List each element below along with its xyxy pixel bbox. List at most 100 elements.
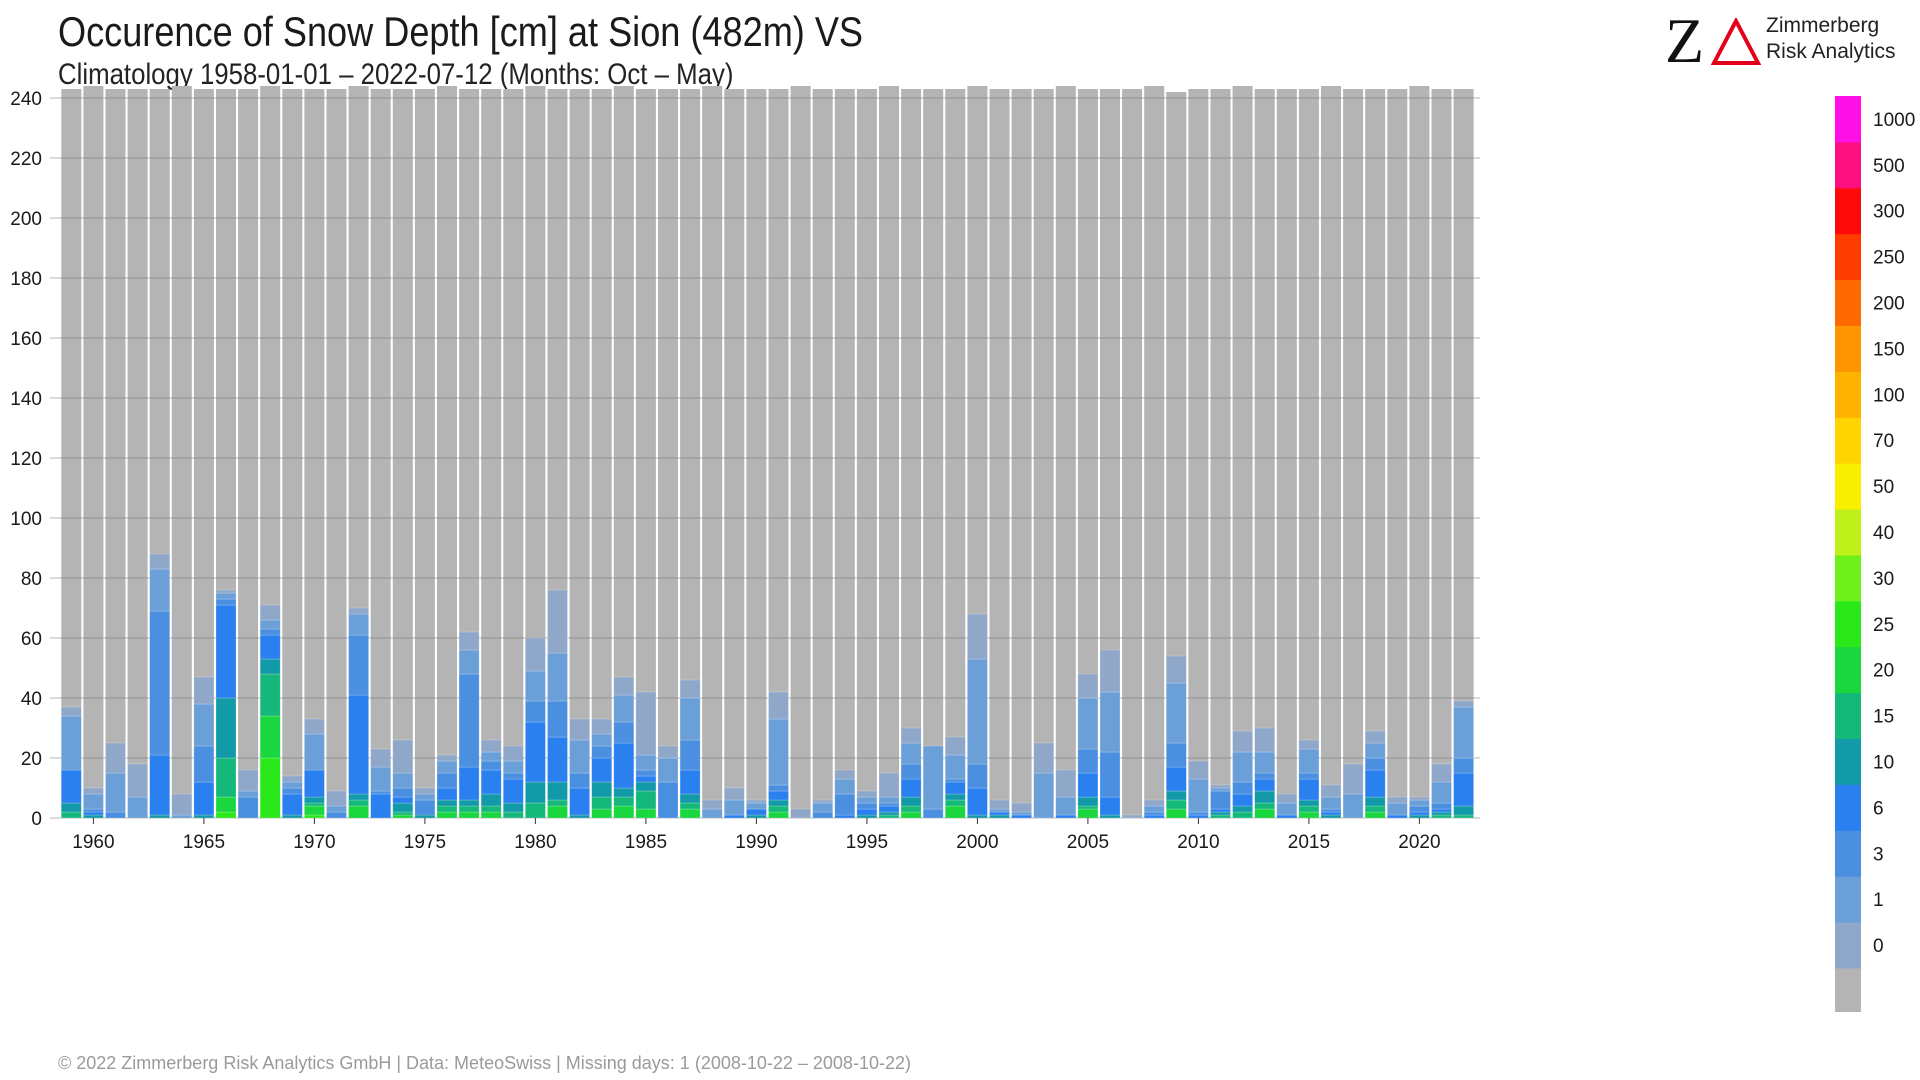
bar-no-snow-1994 xyxy=(834,89,855,818)
bar-segment-1972-bin-0 xyxy=(348,607,369,615)
bar-segment-1974-bin-0 xyxy=(392,739,414,774)
bar-segment-2009-bin-20 xyxy=(1166,808,1187,819)
bar-no-snow-1967 xyxy=(238,89,259,818)
bar-segment-1959-bin-0 xyxy=(60,706,82,717)
x-tick-label-2010: 2010 xyxy=(1177,832,1219,853)
bar-segment-1997-bin-20 xyxy=(900,811,922,819)
bar-segment-1987-bin-10 xyxy=(679,793,701,804)
bar-segment-1990-bin-10 xyxy=(746,814,767,819)
bar-segment-1981-bin-1 xyxy=(547,652,568,702)
bar-segment-2018-bin-0 xyxy=(1364,730,1386,744)
bar-segment-1980-bin-1 xyxy=(525,670,546,702)
bar-segment-2018-bin-6 xyxy=(1364,769,1386,798)
bar-no-snow-2016 xyxy=(1321,86,1341,818)
bar-segment-2003-bin-1 xyxy=(1033,772,1054,819)
bar-segment-1977-bin-3 xyxy=(458,673,480,768)
bar-segment-1972-bin-10 xyxy=(348,793,369,801)
bar-segment-2007-bin-0 xyxy=(1121,814,1143,819)
bar-no-snow-2020 xyxy=(1409,86,1430,818)
bar-segment-1973-bin-3 xyxy=(370,790,392,795)
bar-segment-2012-bin-10 xyxy=(1232,805,1253,813)
bar-segment-2003-bin-0 xyxy=(1033,742,1054,774)
bar-segment-1970-bin-1 xyxy=(304,733,325,771)
bar-segment-2008-bin-6 xyxy=(1143,814,1165,819)
bar-segment-2005-bin-1 xyxy=(1077,697,1099,750)
bar-segment-1968-bin-3 xyxy=(259,628,281,636)
colorbar-label-300: 300 xyxy=(1873,202,1905,223)
colorbar-swatch-30 xyxy=(1835,554,1861,602)
bar-segment-1968-bin-6 xyxy=(259,634,281,660)
colorbar-label-20: 20 xyxy=(1873,661,1894,682)
bar-segment-1965-bin-1 xyxy=(193,703,215,747)
bar-segment-2012-bin-3 xyxy=(1232,781,1253,795)
x-tick-label-2020: 2020 xyxy=(1398,832,1440,853)
bar-segment-1959-bin-10 xyxy=(60,802,82,813)
bar-segment-1978-bin-20 xyxy=(480,811,502,819)
bar-no-snow-2001 xyxy=(989,89,1010,818)
colorbar-swatch-25 xyxy=(1835,600,1861,648)
x-tick-label-2015: 2015 xyxy=(1288,832,1330,853)
bar-segment-2011-bin-1 xyxy=(1210,787,1231,792)
bar-segment-1989-bin-1 xyxy=(723,799,745,816)
bar-segment-2012-bin-6 xyxy=(1232,793,1253,807)
bar-segment-1959-bin-1 xyxy=(60,715,82,771)
bar-no-snow-2004 xyxy=(1055,86,1076,818)
bar-segment-2006-bin-3 xyxy=(1099,751,1121,798)
y-tick-label-20: 20 xyxy=(21,749,42,770)
bar-segment-2013-bin-0 xyxy=(1254,727,1275,753)
bar-segment-2010-bin-6 xyxy=(1188,814,1209,819)
bar-segment-1972-bin-6 xyxy=(348,694,369,795)
bar-segment-2011-bin-0 xyxy=(1210,784,1231,789)
logo-line2: Risk Analytics xyxy=(1766,40,1896,63)
bar-segment-1997-bin-0 xyxy=(900,727,922,744)
bar-segment-2009-bin-15 xyxy=(1166,799,1187,810)
bar-segment-2015-bin-3 xyxy=(1298,772,1320,780)
colorbar-label-25: 25 xyxy=(1873,615,1894,636)
bar-segment-2000-bin-10 xyxy=(967,814,988,819)
bar-no-snow-1985 xyxy=(635,89,656,818)
bar-segment-2012-bin-1 xyxy=(1232,751,1253,783)
bar-segment-1997-bin-6 xyxy=(900,778,922,798)
bar-no-snow-1995 xyxy=(856,89,877,818)
y-tick-label-220: 220 xyxy=(10,149,42,170)
bar-segment-1998-bin-3 xyxy=(922,808,944,819)
bar-segment-1976-bin-0 xyxy=(436,754,458,762)
logo-line1: Zimmerberg xyxy=(1766,14,1880,37)
bar-no-snow-1978 xyxy=(481,89,502,818)
bar-segment-1964-bin-1 xyxy=(171,814,193,819)
bar-segment-1977-bin-6 xyxy=(458,766,480,801)
bar-segment-1979-bin-6 xyxy=(502,778,524,804)
x-tick-label-1995: 1995 xyxy=(846,832,888,853)
bar-segment-1985-bin-1 xyxy=(635,754,657,771)
bar-segment-2013-bin-6 xyxy=(1254,778,1275,792)
bar-segment-1963-bin-6 xyxy=(149,754,170,816)
bar-segment-1968-bin-15 xyxy=(259,673,281,717)
bar-no-snow-1976 xyxy=(437,86,457,818)
bar-segment-1978-bin-1 xyxy=(480,751,502,762)
bar-segment-2010-bin-0 xyxy=(1188,760,1209,780)
bar-segment-2013-bin-1 xyxy=(1254,751,1275,774)
bar-no-snow-2022 xyxy=(1453,89,1474,818)
bar-segment-2002-bin-1 xyxy=(1011,811,1032,816)
bar-no-snow-2006 xyxy=(1100,89,1120,818)
bar-segment-1968-bin-1 xyxy=(259,619,281,630)
bar-no-snow-1987 xyxy=(680,89,701,818)
bar-segment-1983-bin-0 xyxy=(591,718,613,735)
bar-no-snow-1997 xyxy=(901,89,922,818)
bar-no-snow-1975 xyxy=(414,89,435,818)
bar-segment-1966-bin-0 xyxy=(215,589,237,594)
bar-no-snow-2002 xyxy=(1011,89,1032,818)
bars-layer xyxy=(61,86,1474,818)
bar-segment-2015-bin-0 xyxy=(1298,739,1320,750)
colorbar-label-200: 200 xyxy=(1873,294,1905,315)
y-tick-label-160: 160 xyxy=(10,329,42,350)
x-tick-label-1990: 1990 xyxy=(735,832,777,853)
bar-segment-1975-bin-3 xyxy=(414,799,436,816)
bar-segment-2021-bin-15 xyxy=(1431,814,1452,819)
bar-segment-1984-bin-6 xyxy=(613,742,635,789)
bar-no-snow-1965 xyxy=(193,89,214,818)
bar-no-snow-1973 xyxy=(370,89,391,818)
bar-no-snow-1969 xyxy=(282,89,303,818)
bar-segment-1965-bin-3 xyxy=(193,745,215,783)
bar-segment-1968-bin-10 xyxy=(259,658,281,675)
